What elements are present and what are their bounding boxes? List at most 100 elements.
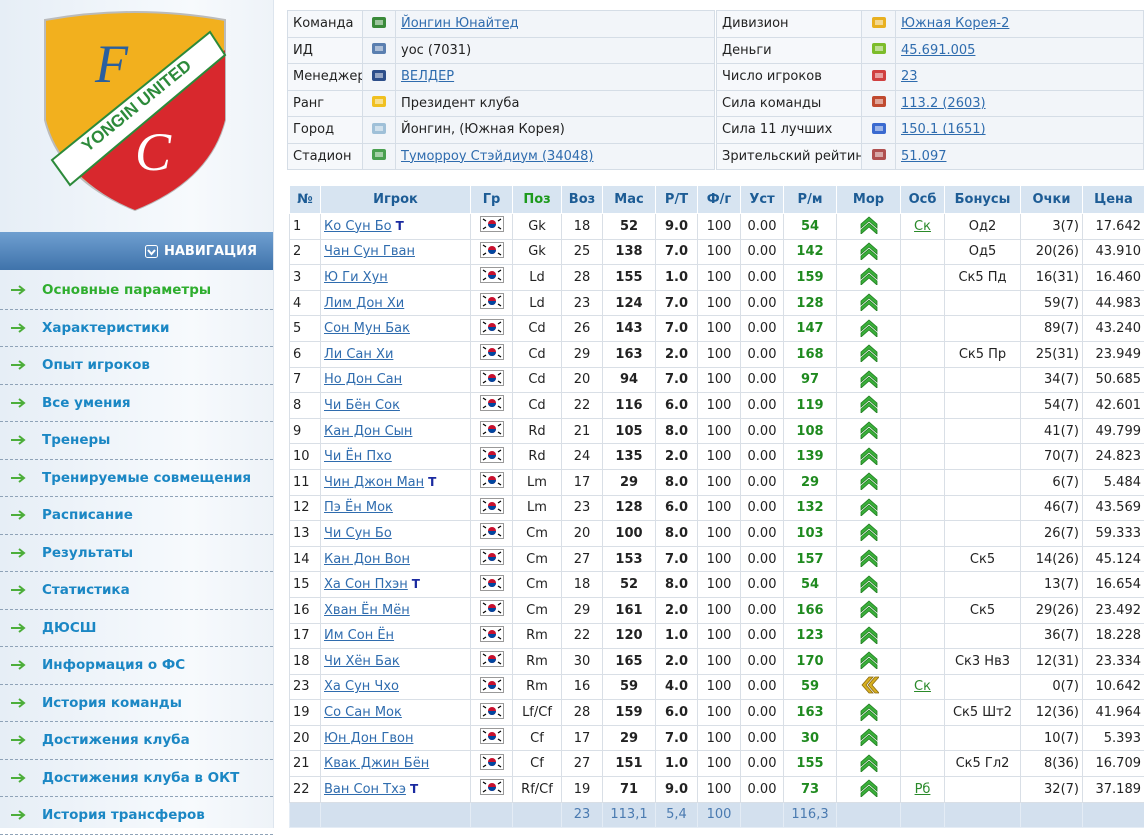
info-link[interactable]: 150.1 (1651): [901, 122, 986, 137]
info-link[interactable]: Туморроу Стэйдиум (34048): [401, 149, 593, 164]
form-cell: 100: [698, 444, 741, 470]
player-link[interactable]: Кан Дон Сын: [324, 424, 412, 439]
morale-cell: [837, 393, 901, 419]
nav-item[interactable]: Опыт игроков: [0, 347, 273, 385]
special-link[interactable]: Ск: [914, 679, 931, 694]
mastery-cell: 52: [603, 214, 656, 240]
real-mastery-cell: 128: [784, 290, 837, 316]
price-cell: 16.460: [1083, 265, 1144, 291]
flag-icon: [480, 421, 504, 437]
player-link[interactable]: Ко Сун Бо: [324, 219, 392, 234]
info-link[interactable]: 23: [901, 69, 918, 84]
nav-item[interactable]: Тренеры: [0, 422, 273, 460]
player-link[interactable]: Чин Джон Ман: [324, 475, 424, 490]
player-link[interactable]: Квак Джин Бён: [324, 756, 429, 771]
player-link[interactable]: Ван Сон Тхэ: [324, 782, 406, 797]
info-link[interactable]: Йонгин Юнайтед: [401, 16, 519, 31]
bonus-cell: [945, 469, 1021, 495]
player-link[interactable]: Юн Дон Гвон: [324, 731, 413, 746]
nav-item[interactable]: Информация о ФС: [0, 647, 273, 685]
player-link[interactable]: Им Сон Ён: [324, 628, 394, 643]
nav-item[interactable]: Все умения: [0, 385, 273, 423]
fatigue-cell: 0.00: [741, 341, 784, 367]
nav-item[interactable]: Достижения клуба: [0, 722, 273, 760]
player-link[interactable]: Но Дон Сан: [324, 372, 402, 387]
special-link[interactable]: Рб: [915, 782, 931, 797]
player-link[interactable]: Хван Ён Мён: [324, 603, 410, 618]
fatigue-cell: 0.00: [741, 495, 784, 521]
form-cell: 100: [698, 725, 741, 751]
age-cell: 21: [562, 418, 603, 444]
form-cell: 100: [698, 393, 741, 419]
price-cell: 17.642: [1083, 214, 1144, 240]
special-cell: Рб: [901, 777, 945, 803]
footer-cell: 100: [698, 802, 741, 828]
info-link[interactable]: Южная Корея-2: [901, 16, 1009, 31]
footer-cell: 113,1: [603, 802, 656, 828]
nav-item[interactable]: Расписание: [0, 497, 273, 535]
flag-icon: [480, 703, 504, 719]
position-cell: Ld: [513, 290, 562, 316]
player-link[interactable]: Чан Сун Гван: [324, 244, 415, 259]
column-header: №: [290, 186, 321, 214]
info-value-cell: 23: [896, 64, 1144, 91]
info-icon-cell: [862, 117, 896, 144]
footer-cell: [1083, 802, 1144, 828]
points-cell: 36(7): [1021, 623, 1083, 649]
nav-item[interactable]: История трансферов: [0, 797, 273, 835]
nav-item[interactable]: История команды: [0, 685, 273, 723]
special-link[interactable]: Ск: [914, 219, 931, 234]
player-link[interactable]: Чи Хён Бак: [324, 654, 400, 669]
player-link[interactable]: Ли Сан Хи: [324, 347, 393, 362]
name-cell: Сон Мун Бак: [321, 316, 471, 342]
nav-item[interactable]: ДЮСШ: [0, 610, 273, 648]
player-link[interactable]: Кан Дон Вон: [324, 552, 410, 567]
morale-up: [859, 573, 879, 593]
player-link[interactable]: Ха Сун Чхо: [324, 679, 399, 694]
form-cell: 100: [698, 649, 741, 675]
nav-item[interactable]: Основные параметры: [0, 272, 273, 310]
footer-cell: [901, 802, 945, 828]
flag-cell: [471, 316, 513, 342]
info-link[interactable]: ВЕЛДЕР: [401, 69, 454, 84]
bonus-cell: Ск5 Пр: [945, 341, 1021, 367]
position-cell: Cf: [513, 751, 562, 777]
points-cell: 20(26): [1021, 239, 1083, 265]
flag-cell: [471, 597, 513, 623]
flag-cell: [471, 444, 513, 470]
position-cell: Rd: [513, 444, 562, 470]
fatigue-cell: 0.00: [741, 265, 784, 291]
info-link[interactable]: 45.691.005: [901, 43, 975, 58]
player-link[interactable]: Ха Сон Пхэн: [324, 577, 408, 592]
player-link[interactable]: Ю Ги Хун: [324, 270, 388, 285]
player-link[interactable]: Пэ Ён Мок: [324, 500, 393, 515]
morale-up: [859, 265, 879, 285]
player-link[interactable]: Сон Мун Бак: [324, 321, 410, 336]
mastery-cell: 116: [603, 393, 656, 419]
nav-label: ДЮСШ: [42, 620, 96, 636]
number-cell: 17: [290, 623, 321, 649]
nav-item[interactable]: Статистика: [0, 572, 273, 610]
price-cell: 16.709: [1083, 751, 1144, 777]
info-link[interactable]: 113.2 (2603): [901, 96, 986, 111]
flag-cell: [471, 546, 513, 572]
nav-item[interactable]: Достижения клуба в ОКТ: [0, 760, 273, 798]
player-link[interactable]: Лим Дон Хи: [324, 296, 404, 311]
player-link[interactable]: Чи Ён Пхо: [324, 449, 392, 464]
player-link[interactable]: Чи Сун Бо: [324, 526, 392, 541]
player-link[interactable]: Чи Бён Сок: [324, 398, 400, 413]
name-cell: Ю Ги Хун: [321, 265, 471, 291]
nav-item[interactable]: Характеристики: [0, 310, 273, 348]
fatigue-cell: 0.00: [741, 418, 784, 444]
morale-up: [859, 752, 879, 772]
player-link[interactable]: Со Сан Мок: [324, 705, 402, 720]
mastery-cell: 120: [603, 623, 656, 649]
info-link[interactable]: 51.097: [901, 149, 947, 164]
nav-item[interactable]: Результаты: [0, 535, 273, 573]
nav-item[interactable]: Тренируемые совмещения: [0, 460, 273, 498]
